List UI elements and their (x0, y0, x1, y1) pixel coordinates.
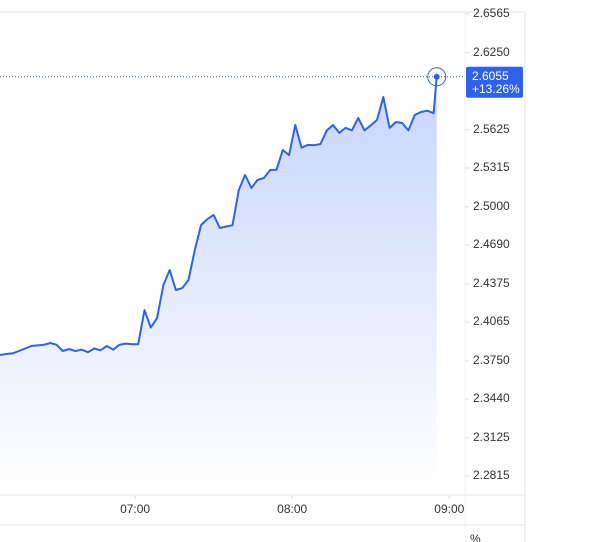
last-point-ring (427, 67, 447, 87)
y-tick-label: 2.4690 (473, 237, 510, 251)
y-tick-label: 2.4065 (473, 314, 510, 328)
y-tick-label: 2.4375 (473, 276, 510, 290)
y-tick-label: 2.6565 (473, 6, 510, 20)
y-tick-label: 2.3125 (473, 430, 510, 444)
last-point (433, 73, 440, 80)
y-tick-label: 2.5625 (473, 122, 510, 136)
price-line (0, 76, 438, 356)
area (0, 76, 437, 491)
y-tick-label: 2.2815 (473, 468, 510, 482)
y-tick-label: 2.3750 (473, 353, 510, 367)
y-tick-label: 2.6250 (473, 45, 510, 59)
x-tick-label: 09:00 (434, 502, 464, 516)
price-badge (466, 66, 523, 98)
price-badge-change: +13.26% (472, 82, 520, 96)
x-tick-label: 07:00 (120, 502, 150, 516)
y-tick-label: 2.3440 (473, 391, 510, 405)
percent-toggle[interactable]: % (470, 532, 481, 542)
price-badge-value: 2.6055 (472, 69, 509, 83)
y-tick-label: 2.5315 (473, 160, 510, 174)
y-tick-label: 2.5000 (473, 199, 510, 213)
x-tick-label: 08:00 (277, 502, 307, 516)
